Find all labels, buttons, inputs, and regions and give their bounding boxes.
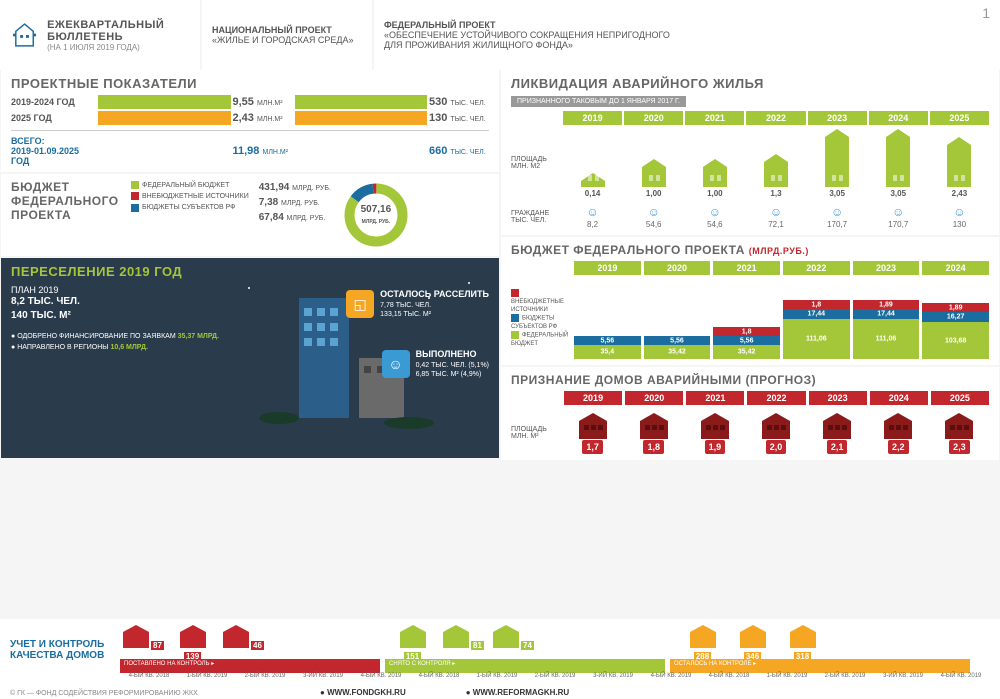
national-project-box: НАЦИОНАЛЬНЫЙ ПРОЕКТ«ЖИЛЬЕ И ГОРОДСКАЯ СР… — [202, 0, 372, 70]
house-icon: 1,3 — [746, 152, 805, 199]
smiley-icon: ☺ — [586, 205, 598, 219]
timeline-house: 81 — [440, 624, 485, 651]
budget-bar: 103,6816,271,89 — [922, 303, 989, 359]
page-number: 1 — [982, 5, 990, 21]
smiley-icon: ☺ — [709, 205, 721, 219]
fed-budget-chart: БЮДЖЕТ ФЕДЕРАЛЬНОГО ПРОЕКТА (МЛРД.РУБ.) … — [501, 237, 999, 365]
budget-bar: 35,425,56 — [644, 336, 711, 359]
budget-donut: 507,16МЛРД. РУБ. — [341, 180, 411, 250]
budget-bar: 111,0617,441,8 — [783, 300, 850, 359]
logo-icon — [10, 15, 39, 55]
timeline-house: 87 — [120, 624, 165, 651]
house-icon: 2,43 — [930, 135, 989, 199]
smile-icon: ☺ — [382, 350, 410, 378]
bulletin-title: ЕЖЕКВАРТАЛЬНЫЙ БЮЛЛЕТЕНЬ — [47, 19, 190, 43]
timeline-house: 346 — [730, 624, 775, 662]
red-house-icon: 1,9 — [685, 411, 744, 454]
budget-panel: БЮДЖЕТ ФЕДЕРАЛЬНОГО ПРОЕКТА ФЕДЕРАЛЬНЫЙ … — [1, 174, 499, 256]
person-icon: ◱ — [346, 290, 374, 318]
smiley-icon: ☺ — [648, 205, 660, 219]
timeline-house: 46 — [220, 624, 265, 651]
timeline-house: 139 — [170, 624, 215, 662]
smiley-icon: ☺ — [770, 205, 782, 219]
project-indicators: ПРОЕКТНЫЕ ПОКАЗАТЕЛИ 2019-2024 ГОД9,55 М… — [1, 70, 499, 172]
red-house-icon: 2,1 — [808, 411, 867, 454]
house-icon: 1,00 — [624, 157, 683, 199]
timeline-house: 151 — [390, 624, 435, 662]
red-house-icon: 2,2 — [869, 411, 928, 454]
red-house-icon: 2,3 — [930, 411, 989, 454]
resettlement-panel: ПЕРЕСЕЛЕНИЕ 2019 ГОД ПЛАН 2019 8,2 ТЫС. … — [1, 258, 499, 458]
red-house-icon: 1,8 — [624, 411, 683, 454]
url-1[interactable]: WWW.FONDGKH.RU — [320, 688, 406, 697]
house-icon: 3,05 — [808, 127, 867, 199]
timeline-house: 288 — [680, 624, 725, 662]
house-icon: 3,05 — [869, 127, 928, 199]
red-house-icon: 1,7 — [563, 411, 622, 454]
done-stat: ☺ВЫПОЛНЕНО0,42 ТЫС. ЧЕЛ. (5,1%)6,85 ТЫС.… — [382, 348, 489, 380]
budget-bar: 35,45,56 — [574, 336, 641, 359]
smiley-icon: ☺ — [831, 205, 843, 219]
budget-values: 431,94 МЛРД. РУБ.7,38 МЛРД. РУБ.67,84 МЛ… — [259, 180, 331, 250]
smiley-icon: ☺ — [892, 205, 904, 219]
liquidation-panel: ЛИКВИДАЦИЯ АВАРИЙНОГО ЖИЛЬЯ ПРИЗНАННОГО … — [501, 70, 999, 235]
header-logo-box: ЕЖЕКВАРТАЛЬНЫЙ БЮЛЛЕТЕНЬ(НА 1 ИЮЛЯ 2019 … — [0, 0, 200, 70]
header: ЕЖЕКВАРТАЛЬНЫЙ БЮЛЛЕТЕНЬ(НА 1 ИЮЛЯ 2019 … — [0, 0, 1000, 70]
house-icon: 1,00 — [685, 157, 744, 199]
budget-bar: 35,425,561,8 — [713, 327, 780, 359]
timeline-house: 318 — [780, 624, 825, 662]
url-2[interactable]: WWW.REFORMAGKH.RU — [466, 688, 570, 697]
federal-project-box: ФЕДЕРАЛЬНЫЙ ПРОЕКТ«ОБЕСПЕЧЕНИЕ УСТОЙЧИВО… — [374, 0, 1000, 70]
bulletin-date: (НА 1 ИЮЛЯ 2019 ГОДА) — [47, 43, 190, 52]
red-house-icon: 2,0 — [746, 411, 805, 454]
budget-bar: 111,0617,441,89 — [853, 300, 920, 359]
smiley-icon: ☺ — [953, 205, 965, 219]
forecast-panel: ПРИЗНАНИЕ ДОМОВ АВАРИЙНЫМИ (ПРОГНОЗ) 201… — [501, 367, 999, 460]
budget-legend: ФЕДЕРАЛЬНЫЙ БЮДЖЕТВНЕБЮДЖЕТНЫЕ ИСТОЧНИКИ… — [131, 180, 249, 250]
house-icon: 0,14 — [563, 171, 622, 199]
remaining-stat: ◱ОСТАЛОСЬ РАССЕЛИТЬ7,78 ТЫС. ЧЕЛ.133,15 … — [346, 288, 489, 320]
timeline-house: 74 — [490, 624, 535, 651]
footer-timeline: УЧЕТ И КОНТРОЛЬ КАЧЕСТВА ДОМОВ 871394615… — [0, 619, 1000, 699]
